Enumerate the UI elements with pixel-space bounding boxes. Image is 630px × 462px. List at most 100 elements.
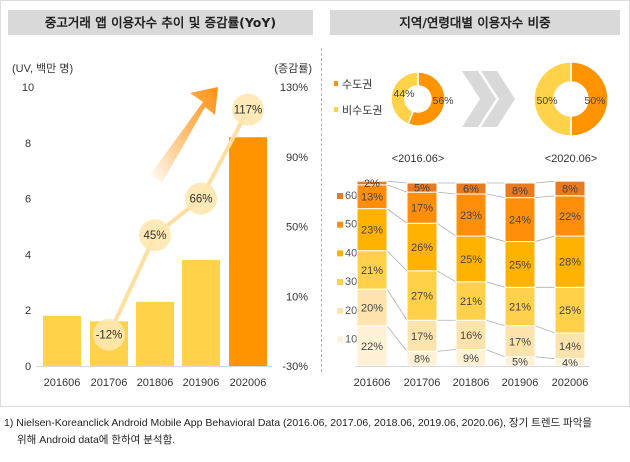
segment-data-label: 23%	[460, 210, 482, 222]
donut-2020-title: <2020.06>	[545, 153, 598, 165]
yoy-data-label: -12%	[96, 330, 123, 342]
segment-201606-20대	[356, 288, 388, 327]
y-tick-label: 2	[25, 305, 31, 317]
series-connector-line	[386, 180, 408, 184]
uv-yoy-chart: (UV, 백만 명) (증감률) 0 2 4 6 8 10 -30% 10% 50% 90% 130% 2…	[12, 62, 312, 389]
y-tick-label: 4	[25, 249, 31, 261]
donut-2016-slice-non-capital	[390, 71, 419, 126]
y-tick-label: 8	[25, 138, 31, 150]
y2-tick-label: 130%	[280, 82, 308, 94]
segment-201706-20대	[406, 319, 438, 352]
x-tick-label: 202006	[230, 377, 267, 389]
x-tick-label: 201706	[404, 377, 441, 389]
segment-202006-60대	[554, 180, 586, 197]
series-connector-line	[485, 319, 506, 327]
segment-data-label: 17%	[411, 203, 433, 215]
segment-201606-10대	[356, 325, 388, 367]
x-tick-label: 201706	[91, 377, 128, 389]
segment-data-label: 17%	[509, 336, 531, 348]
donut-2016-title: <2016.06>	[392, 153, 445, 165]
left-panel-title: 중고거래 앱 이용자수 추이 및 증감률(YoY)	[8, 10, 313, 35]
yoy-point-201706	[93, 318, 125, 351]
series-connector-line	[534, 356, 556, 360]
segment-data-label: 22%	[559, 211, 581, 223]
segment-data-label: 14%	[559, 341, 581, 353]
chart-canvas: (UV, 백만 명) (증감률) 0 2 4 6 8 10 -30% 10% 50% 90% 130% 2…	[12, 61, 609, 389]
uv-bar-201806	[136, 301, 174, 366]
donut-2020-data-label: 50%	[584, 95, 605, 107]
donut-2016-data-label: 44%	[393, 88, 414, 100]
segment-201806-20대	[455, 319, 487, 351]
segment-201906-60대	[504, 182, 536, 199]
series-connector-line	[386, 288, 408, 321]
x-tick-label: 202006	[552, 377, 589, 389]
segment-data-label: 25%	[460, 254, 482, 266]
segment-data-label: 26%	[411, 242, 433, 254]
panel-divider	[321, 48, 322, 372]
x-tick-label: 201806	[137, 377, 174, 389]
yoy-data-label: 66%	[189, 194, 212, 206]
segment-201606-40대	[356, 208, 388, 252]
segment-data-label: 21%	[460, 296, 482, 308]
segment-data-label: 8%	[512, 185, 528, 197]
segment-data-label: 2%	[364, 178, 380, 190]
yoy-data-label: 45%	[143, 230, 166, 242]
y2-tick-label: 90%	[286, 152, 308, 164]
series-connector-line	[485, 235, 506, 242]
footnote-line-1: 1) Nielsen-Koreanclick Android Mobile Ap…	[4, 417, 593, 429]
segment-201806-50대	[455, 193, 487, 237]
legend-swatch-10대	[337, 336, 343, 343]
age-stacked-chart: 60대50대40대30대20대10대22%20%21%23%13%2%8%17%…	[337, 178, 590, 389]
legend-label-non-capital: 비수도권	[342, 104, 382, 117]
series-connector-line	[436, 349, 457, 352]
segment-202006-30대	[554, 286, 586, 334]
segment-data-label: 17%	[411, 331, 433, 343]
y2-tick-label: 10%	[286, 291, 308, 303]
donut-2016-data-label: 56%	[432, 95, 453, 107]
uv-bar-201606	[43, 315, 81, 366]
series-connector-line	[386, 325, 408, 352]
legend-swatch-non-capital	[334, 107, 338, 112]
x-tick-label: 201606	[44, 377, 81, 389]
series-connector-line	[534, 195, 556, 199]
y2-tick-label: 50%	[286, 222, 308, 234]
legend-swatch-capital	[334, 81, 338, 86]
uv-bar-202006	[229, 137, 267, 366]
legend-swatch-30대	[337, 279, 343, 286]
series-connector-line	[534, 325, 556, 334]
series-connector-line	[485, 281, 506, 288]
series-connector-line	[534, 180, 556, 184]
segment-201906-40대	[504, 241, 536, 288]
segment-data-label: 5%	[512, 356, 528, 368]
x-tick-label: 201906	[183, 377, 220, 389]
donut-2020-slice-non-capital	[533, 61, 572, 137]
yoy-point-201906	[185, 182, 217, 215]
uv-bar-201906	[182, 259, 220, 366]
y-tick-label: 0	[25, 361, 31, 373]
chevron-icon	[481, 71, 515, 127]
segment-data-label: 16%	[460, 330, 482, 342]
legend-swatch-40대	[337, 250, 343, 257]
segment-202006-40대	[554, 235, 586, 288]
right-panel-title: 지역/연령대별 이용자수 비중	[330, 10, 620, 35]
segment-201906-20대	[504, 325, 536, 358]
y-tick-label: 6	[25, 194, 31, 206]
series-connector-line	[386, 250, 408, 272]
x-tick-label: 201806	[453, 377, 490, 389]
series-connector-line	[386, 184, 408, 193]
segment-data-label: 24%	[509, 215, 531, 227]
series-connector-line	[386, 208, 408, 224]
legend-swatch-20대	[337, 307, 343, 314]
y-axis-title: (UV, 백만 명)	[12, 62, 73, 75]
segment-data-label: 13%	[361, 192, 383, 204]
yoy-point-202006	[232, 93, 264, 126]
x-tick-label: 201606	[354, 377, 391, 389]
footnote: 1) Nielsen-Koreanclick Android Mobile Ap…	[4, 415, 592, 449]
trend-arrow-icon	[150, 87, 218, 183]
segment-data-label: 23%	[361, 225, 383, 237]
legend-swatch-60대	[337, 193, 343, 199]
segment-201806-40대	[455, 235, 487, 283]
series-connector-line	[436, 222, 457, 237]
segment-201606-60대	[356, 180, 388, 186]
